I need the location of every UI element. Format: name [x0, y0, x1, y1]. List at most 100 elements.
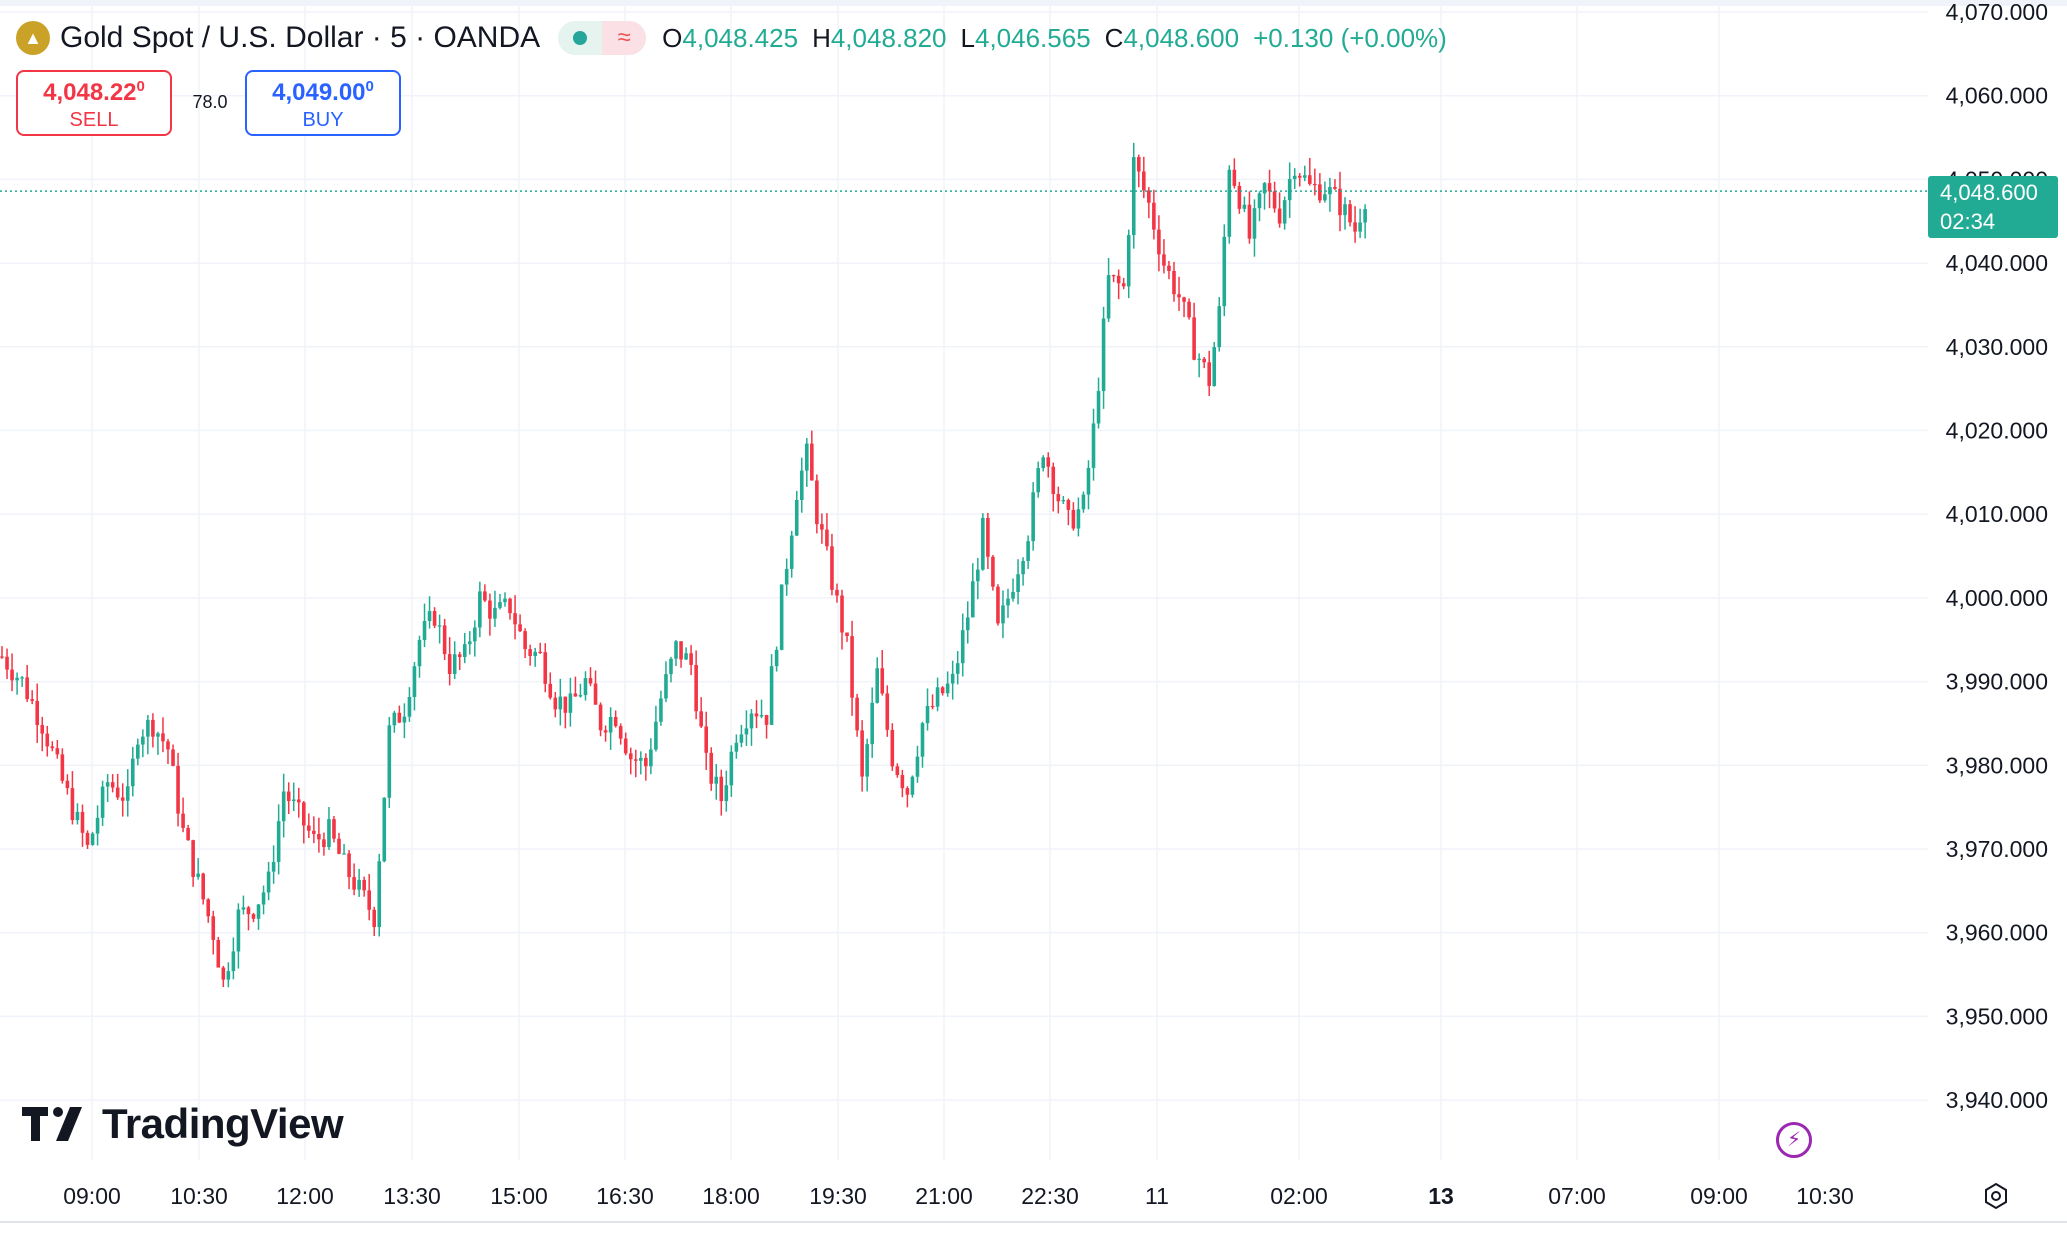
- candle-body: [432, 611, 437, 626]
- candle-body: [654, 721, 658, 750]
- candle-body: [996, 586, 1000, 624]
- candle-body: [805, 443, 809, 471]
- candle-body: [649, 749, 653, 767]
- candle-body: [1031, 492, 1035, 542]
- candle-body: [493, 607, 497, 619]
- candle-body: [307, 825, 311, 831]
- candle-body: [362, 879, 366, 891]
- candle-body: [1232, 169, 1237, 186]
- y-tick-label: 4,020.000: [1946, 418, 2048, 444]
- candle-body: [825, 529, 829, 547]
- candle-body: [714, 776, 719, 784]
- candle-body: [0, 656, 4, 658]
- symbol-title[interactable]: Gold Spot / U.S. Dollar · 5 · OANDA: [60, 21, 541, 54]
- candle-body: [1021, 560, 1025, 575]
- tradingview-logo[interactable]: TradingView: [22, 1100, 344, 1148]
- candle-body: [498, 602, 502, 608]
- candle-body: [1011, 591, 1015, 599]
- last-price-tag: 4,048.600 02:34: [1928, 176, 2058, 238]
- candle-body: [1202, 358, 1206, 363]
- candle-body: [442, 625, 447, 655]
- candle-body: [120, 797, 125, 801]
- candle-body: [543, 652, 548, 684]
- candle-body: [271, 861, 276, 872]
- candle-body: [70, 788, 75, 821]
- market-status-pill[interactable]: ≈: [558, 21, 647, 55]
- candle-body: [1056, 494, 1061, 502]
- candle-body: [231, 951, 236, 972]
- brand-name: TradingView: [102, 1100, 344, 1147]
- candle-body: [674, 641, 678, 659]
- candle-body: [1177, 294, 1181, 298]
- candle-body: [1096, 391, 1101, 424]
- candle-body: [794, 500, 799, 536]
- candle-body: [256, 904, 261, 919]
- candle-body: [830, 546, 834, 590]
- candle-body: [136, 744, 140, 759]
- candle-body: [789, 535, 794, 569]
- tradingview-mark-icon: [22, 1107, 82, 1141]
- candle-body: [1016, 574, 1020, 592]
- y-tick-label: 3,960.000: [1946, 920, 2048, 946]
- candle-body: [684, 653, 688, 660]
- candle-body: [1277, 208, 1282, 224]
- top-border: [0, 0, 2067, 6]
- candle-body: [115, 787, 120, 798]
- candle-body: [563, 696, 568, 713]
- x-tick-label: 10:30: [1796, 1183, 1854, 1209]
- candle-body: [1051, 466, 1056, 495]
- candle-body: [130, 758, 135, 787]
- candle-body: [1237, 185, 1242, 209]
- ohlc-low: L4,046.565: [960, 22, 1091, 53]
- candle-body: [669, 658, 673, 675]
- candle-body: [125, 786, 130, 801]
- candle-body: [1272, 191, 1277, 209]
- candle-body: [729, 751, 734, 786]
- candle-body: [1217, 306, 1222, 348]
- sell-button[interactable]: 4,048.220 SELL: [16, 70, 172, 136]
- candle-body: [890, 729, 895, 767]
- candle-body: [1297, 175, 1302, 178]
- candle-body: [749, 713, 754, 729]
- wave-icon: ≈: [602, 21, 647, 55]
- candle-body: [659, 698, 663, 722]
- ohlc-open: O4,048.425: [662, 22, 799, 53]
- x-tick-label: 16:30: [596, 1183, 654, 1209]
- candle-body: [80, 811, 85, 833]
- candle-body: [1292, 175, 1297, 180]
- candle-body: [1282, 200, 1287, 224]
- candle-body: [588, 678, 593, 684]
- buy-price: 4,049.000: [272, 78, 374, 106]
- candle-body: [201, 873, 205, 900]
- candle-body: [523, 631, 527, 650]
- x-tick-label: 22:30: [1021, 1183, 1079, 1209]
- settings-gear-icon[interactable]: [1982, 1182, 2010, 1210]
- candle-body: [156, 733, 160, 737]
- candle-body: [241, 907, 246, 910]
- x-tick-label: 15:00: [490, 1183, 548, 1209]
- candle-body: [402, 716, 407, 723]
- gold-icon: ▲: [16, 21, 50, 55]
- lightning-icon[interactable]: ⚡: [1776, 1122, 1812, 1158]
- buy-button[interactable]: 4,049.000 BUY: [245, 70, 401, 136]
- candle-body: [608, 716, 613, 733]
- candle-body: [1101, 318, 1106, 392]
- candle-body: [392, 712, 397, 726]
- candle-body: [935, 687, 940, 707]
- candle-body: [332, 819, 336, 839]
- candle-body: [860, 730, 864, 777]
- x-tick-label: 11: [1145, 1183, 1169, 1209]
- candle-body: [473, 627, 477, 642]
- candle-body: [810, 443, 814, 481]
- candle-body: [754, 713, 759, 717]
- candle-body: [970, 581, 975, 618]
- candle-body: [251, 914, 256, 919]
- candle-body: [1192, 317, 1196, 360]
- y-tick-label: 4,060.000: [1946, 83, 2048, 109]
- candle-body: [1227, 169, 1232, 237]
- candle-body: [518, 624, 522, 632]
- candle-body: [377, 861, 382, 928]
- candle-body: [457, 654, 462, 657]
- candle-body: [1242, 204, 1247, 209]
